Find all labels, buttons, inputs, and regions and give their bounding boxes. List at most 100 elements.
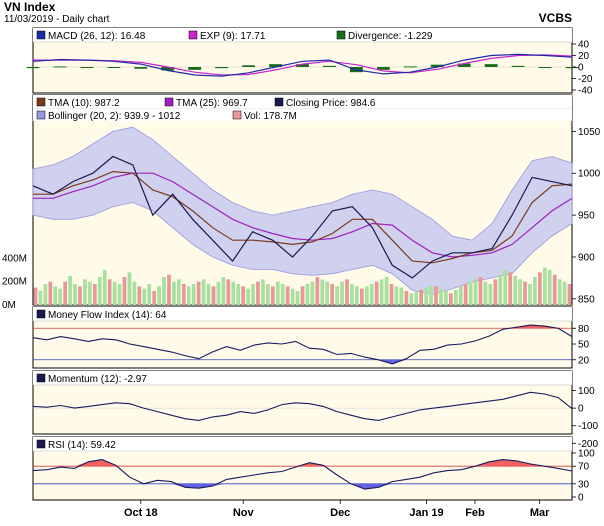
volume-bar	[518, 279, 522, 305]
price-legend-label: TMA (25): 969.7	[176, 98, 248, 109]
volume-bar	[369, 284, 374, 305]
macd-divergence-bar	[80, 67, 94, 68]
volume-bar	[419, 289, 424, 305]
volume-bar	[137, 286, 142, 305]
volume-bar	[107, 279, 112, 305]
volume-bar	[355, 286, 359, 305]
volume-bar	[266, 284, 270, 305]
volume-bar	[557, 279, 562, 305]
volume-bar	[142, 288, 147, 305]
momentum-panel-legend-band	[33, 371, 572, 385]
volume-bar	[458, 286, 463, 305]
momentum-legend-swatch	[36, 373, 46, 383]
volume-bar	[172, 281, 176, 305]
rsi-ytick-label: 30	[578, 479, 590, 490]
volume-bar	[280, 284, 285, 305]
volume-bar	[97, 277, 102, 305]
macd-legend-swatch	[336, 30, 346, 40]
macd-divergence-bar	[511, 65, 525, 67]
volume-bar	[201, 279, 206, 305]
x-tick-label: Oct 18	[124, 507, 158, 519]
macd-divergence-bar	[376, 67, 390, 70]
macd-divergence-bar	[457, 63, 471, 67]
volume-bar	[48, 281, 53, 305]
volume-bar	[364, 286, 369, 305]
mfi-panel-legend-band	[33, 307, 572, 321]
volume-bar	[478, 277, 483, 305]
macd-divergence-bar	[53, 66, 67, 68]
volume-bar	[78, 286, 82, 305]
macd-divergence-bar	[403, 66, 417, 68]
mfi-legend-label: Money Flow Index (14): 64	[48, 310, 167, 321]
volume-bar	[211, 286, 216, 305]
macd-divergence-bar	[484, 64, 498, 67]
x-tick-label: Jan 19	[409, 507, 443, 519]
macd-ytick-label: 40	[578, 40, 590, 51]
volume-bar	[340, 281, 344, 305]
volume-bar	[53, 286, 58, 305]
mfi-ytick-label: 50	[578, 340, 590, 351]
macd-divergence-bar	[538, 67, 552, 68]
macd-divergence-bar	[107, 67, 121, 68]
volume-bar	[330, 284, 335, 305]
volume-bar	[112, 281, 117, 305]
chart-subtitle: 11/03/2019 - Daily chart	[4, 14, 110, 25]
volume-bar	[434, 286, 438, 305]
macd-panel-legend-band	[33, 28, 572, 42]
volume-bar	[567, 284, 572, 305]
volume-bar	[533, 277, 537, 305]
tma25-line	[33, 172, 573, 258]
volume-bar	[147, 284, 152, 305]
volume-bar	[152, 291, 157, 305]
volume-bar	[350, 284, 354, 305]
volume-bar	[384, 277, 389, 305]
volume-bar	[359, 288, 364, 305]
volume-bar	[177, 279, 181, 305]
price-legend-swatch	[232, 110, 242, 120]
volume-bar	[468, 281, 473, 305]
volume-bar	[429, 285, 433, 305]
volume-bar	[33, 287, 38, 305]
macd-divergence-bar	[565, 67, 579, 69]
volume-bar	[181, 284, 186, 305]
rsi-panel-overbought-fill	[502, 459, 517, 467]
volume-bar	[389, 284, 394, 305]
volume-bar	[537, 272, 542, 305]
volume-bar	[345, 279, 349, 305]
momentum-legend-label: Momentum (12): -2.97	[48, 374, 147, 385]
volume-bar	[374, 281, 379, 305]
volume-bar	[503, 270, 508, 305]
volume-bar	[157, 286, 161, 305]
volume-bar	[404, 291, 409, 305]
macd-divergence-bar	[242, 65, 256, 67]
volume-bar	[87, 281, 92, 305]
volume-tick-label: 400M	[2, 253, 27, 264]
rsi-ytick-label: 70	[578, 462, 590, 473]
macd-legend-swatch	[36, 30, 46, 40]
tma10-line	[33, 170, 573, 264]
volume-bar	[251, 284, 255, 305]
volume-bar	[216, 281, 221, 305]
price-legend-label: TMA (10): 987.2	[48, 98, 120, 109]
volume-bar	[196, 281, 201, 305]
volume-bar	[483, 281, 488, 305]
volume-bar	[186, 286, 191, 305]
macd-legend-label: EXP (9): 17.71	[200, 31, 266, 42]
volume-bar	[221, 277, 226, 305]
volume-bar	[448, 293, 453, 305]
price-legend-swatch	[36, 97, 46, 107]
volume-bar	[424, 287, 428, 305]
x-tick-label: Nov	[233, 507, 255, 519]
volume-bar	[68, 275, 72, 305]
price-legend-label: Closing Price: 984.6	[286, 98, 376, 109]
volume-bar	[300, 286, 305, 305]
volume-bar	[117, 284, 122, 305]
volume-bar	[409, 293, 414, 305]
momentum-ytick-label: 100	[578, 386, 595, 397]
macd-divergence-bar	[215, 67, 229, 69]
momentum-ytick-label: 0	[578, 404, 584, 415]
volume-bar	[488, 284, 493, 305]
price-legend-swatch	[164, 97, 174, 107]
volume-bar	[102, 270, 107, 305]
